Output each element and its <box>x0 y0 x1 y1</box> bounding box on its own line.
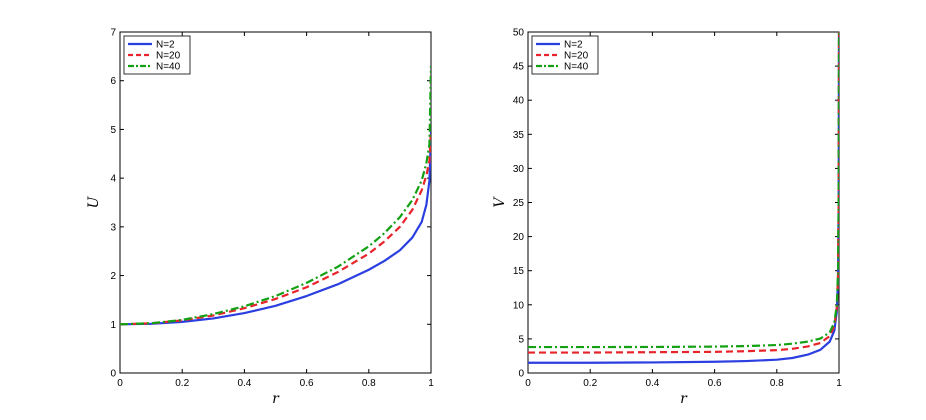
x-tick-label: 0.6 <box>708 378 722 389</box>
x-tick-label: 0.6 <box>300 378 314 389</box>
x-tick-label: 0.8 <box>362 378 376 389</box>
x-tick-label: 0.2 <box>583 378 597 389</box>
y-tick-label: 7 <box>110 28 116 39</box>
series-line-n-20 <box>120 129 431 326</box>
y-tick-label: 1 <box>110 320 116 331</box>
y-tick-label: 0 <box>110 369 116 380</box>
series-line-n-20 <box>528 32 839 354</box>
x-axis-label: r <box>680 391 688 407</box>
y-tick-label: 6 <box>110 76 116 87</box>
y-axis-label: U <box>86 195 102 208</box>
x-tick-label: 0 <box>525 378 531 389</box>
series-line-n-2 <box>120 131 431 326</box>
x-tick-label: 0.4 <box>237 378 251 389</box>
y-tick-label: 20 <box>513 232 525 243</box>
y-tick-label: 4 <box>110 174 116 185</box>
legend-box <box>123 35 191 75</box>
y-tick-label: 10 <box>513 300 525 311</box>
y-tick-label: 2 <box>110 271 116 282</box>
y-tick-label: 30 <box>513 164 525 175</box>
legend-label: N=20 <box>156 51 181 62</box>
x-tick-label: 0 <box>117 378 123 389</box>
plot-area-frame <box>119 31 432 374</box>
legend-label: N=40 <box>564 62 589 73</box>
legend-label: N=2 <box>564 40 583 51</box>
legend-label: N=40 <box>156 62 181 73</box>
series-line-n-40 <box>120 66 431 326</box>
x-axis-label: r <box>272 391 280 407</box>
y-tick-label: 5 <box>518 334 524 345</box>
chart-u-vs-r: 0 0.2 0.4 0.6 0.8 1 0 1 2 3 4 5 6 7 r U N=2N=20N=40 <box>86 28 434 408</box>
y-tick-label: 5 <box>110 125 116 136</box>
y-tick-label: 0 <box>518 369 524 380</box>
y-tick-label: 35 <box>513 130 525 141</box>
y-tick-label: 50 <box>513 28 525 39</box>
legend-box <box>531 35 599 75</box>
plot-area-frame <box>527 31 840 374</box>
x-tick-label: 0.4 <box>645 378 659 389</box>
y-tick-label: 25 <box>513 198 525 209</box>
y-tick-label: 45 <box>513 62 525 73</box>
y-axis-label: V <box>492 196 508 208</box>
y-tick-label: 3 <box>110 222 116 233</box>
series-line-n-40 <box>528 32 839 349</box>
y-tick-label: 40 <box>513 96 525 107</box>
legend-label: N=20 <box>564 51 589 62</box>
x-tick-label: 0.2 <box>175 378 189 389</box>
y-tick-label: 15 <box>513 266 525 277</box>
series-line-n-2 <box>528 32 839 364</box>
x-tick-label: 1 <box>428 378 434 389</box>
legend-label: N=2 <box>156 40 175 51</box>
chart-v-vs-r: 0 0.2 0.4 0.6 0.8 105101520253035404550rVN=2N… <box>492 28 842 408</box>
x-tick-label: 0.8 <box>770 378 784 389</box>
x-tick-label: 1 <box>836 378 842 389</box>
